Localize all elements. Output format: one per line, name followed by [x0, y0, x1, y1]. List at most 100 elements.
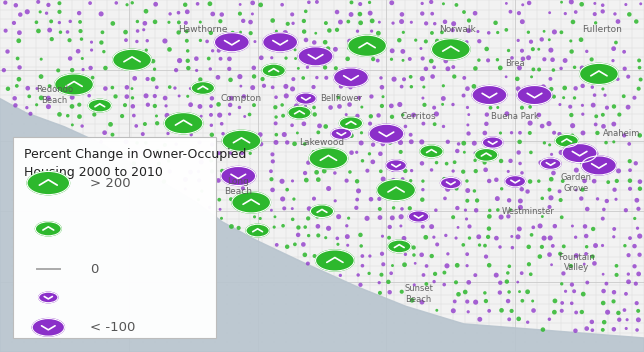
Point: [544, 252, 554, 257]
Point: [215, 18, 225, 24]
Point: [390, 244, 400, 250]
Point: [452, 148, 462, 154]
Point: [548, 67, 558, 73]
Point: [504, 263, 515, 269]
Point: [259, 83, 269, 89]
Point: [430, 271, 440, 277]
Circle shape: [262, 64, 285, 77]
Point: [629, 243, 639, 249]
Point: [46, 36, 57, 42]
Point: [458, 169, 468, 175]
Point: [301, 37, 311, 43]
Point: [598, 216, 608, 221]
Point: [225, 102, 235, 108]
Circle shape: [377, 180, 415, 201]
Point: [501, 74, 511, 80]
Point: [287, 86, 298, 92]
Point: [460, 289, 470, 295]
Point: [121, 37, 131, 43]
Point: [11, 2, 21, 8]
Point: [234, 196, 244, 201]
Point: [150, 19, 160, 25]
Point: [418, 121, 428, 126]
Point: [237, 150, 247, 156]
Point: [277, 102, 287, 108]
Point: [345, 102, 355, 107]
Point: [517, 298, 527, 303]
Point: [238, 186, 248, 191]
Point: [448, 308, 459, 314]
Point: [462, 105, 473, 110]
Point: [589, 92, 600, 98]
Point: [536, 244, 547, 250]
Point: [310, 112, 320, 117]
Point: [36, 74, 46, 80]
Point: [401, 252, 411, 257]
Point: [429, 105, 439, 111]
Point: [303, 216, 314, 221]
Point: [398, 57, 408, 63]
Point: [623, 271, 634, 277]
Point: [308, 84, 319, 90]
Point: [293, 65, 303, 71]
Point: [245, 151, 256, 156]
Point: [366, 113, 376, 119]
Point: [250, 132, 260, 138]
Point: [365, 253, 375, 259]
Point: [598, 8, 608, 14]
Point: [408, 245, 419, 250]
Point: [401, 124, 411, 129]
Point: [571, 9, 581, 15]
Circle shape: [388, 240, 411, 253]
Point: [636, 1, 644, 7]
Point: [513, 234, 523, 240]
Point: [67, 67, 77, 73]
Point: [515, 198, 526, 204]
Point: [366, 37, 377, 43]
Point: [234, 105, 245, 110]
Point: [480, 167, 491, 172]
Point: [556, 150, 566, 155]
Point: [625, 178, 635, 183]
Point: [287, 216, 298, 222]
Point: [582, 244, 592, 250]
Point: [448, 214, 459, 220]
Point: [261, 225, 271, 231]
Point: [108, 132, 118, 138]
Point: [409, 252, 419, 258]
Point: [497, 308, 507, 313]
Point: [352, 197, 363, 202]
Text: Percent Change in Owner-Occupied
Housing 2000 to 2010: Percent Change in Owner-Occupied Housing…: [24, 148, 247, 179]
Point: [567, 282, 577, 288]
Point: [122, 84, 132, 90]
Point: [463, 309, 473, 315]
Point: [308, 149, 319, 155]
Point: [332, 27, 342, 33]
Point: [598, 327, 608, 333]
Point: [539, 94, 549, 100]
Point: [378, 94, 388, 100]
Point: [387, 48, 397, 54]
Point: [217, 168, 227, 174]
Point: [300, 224, 310, 230]
Point: [397, 131, 407, 137]
Point: [74, 10, 84, 16]
Point: [417, 139, 427, 145]
Point: [226, 224, 236, 229]
Point: [287, 206, 298, 212]
Point: [448, 21, 459, 26]
Point: [526, 74, 536, 80]
Point: [598, 86, 608, 92]
Point: [213, 101, 223, 107]
Point: [614, 112, 625, 117]
Text: Lakewood: Lakewood: [299, 138, 345, 147]
Point: [196, 159, 206, 165]
Point: [120, 151, 131, 157]
Point: [611, 272, 621, 278]
Point: [355, 1, 365, 7]
Circle shape: [475, 149, 498, 161]
Point: [149, 170, 159, 176]
Point: [278, 113, 289, 119]
Point: [270, 105, 281, 110]
Point: [565, 38, 576, 44]
